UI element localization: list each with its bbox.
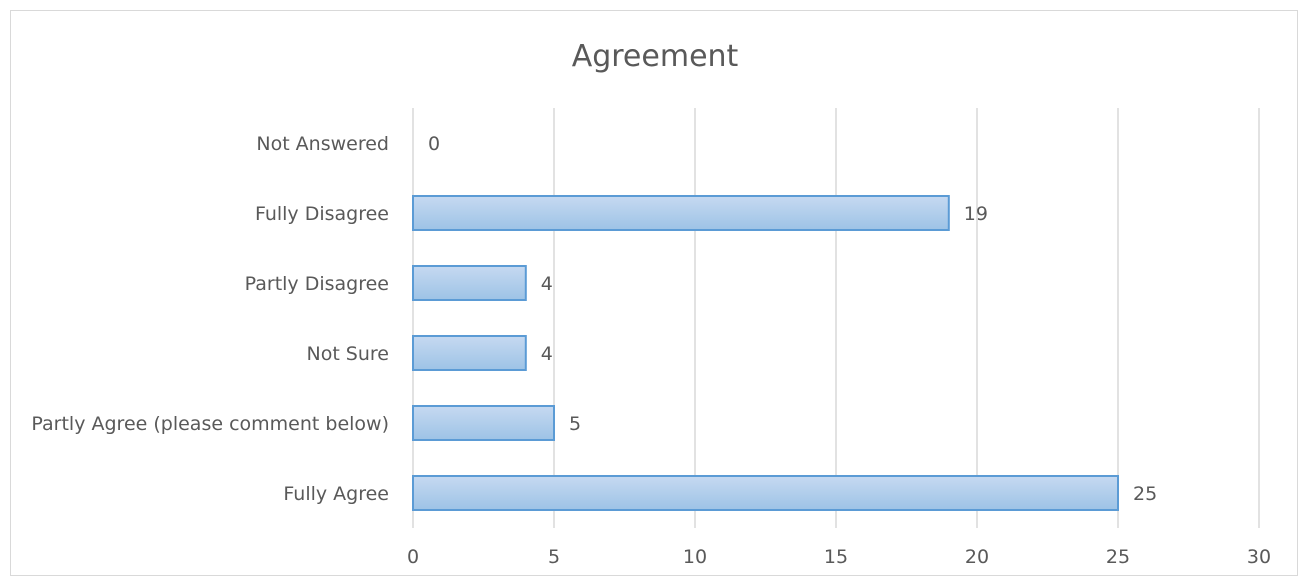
x-tick-label: 20	[965, 546, 989, 568]
x-tick-label: 30	[1247, 546, 1271, 568]
data-label: 19	[964, 203, 988, 225]
category-label: Not Answered	[256, 133, 389, 155]
category-label: Partly Disagree	[245, 273, 389, 295]
data-label: 5	[569, 413, 581, 435]
x-tick-label: 0	[407, 546, 419, 568]
bar	[412, 265, 527, 301]
category-label: Not Sure	[306, 343, 389, 365]
data-label: 0	[428, 133, 440, 155]
bar	[412, 195, 950, 231]
labels: 0 5 10 15 20 25 30 Not Answered 0 Fully Disagree 1…	[31, 133, 1271, 568]
x-tick-label: 5	[548, 546, 560, 568]
data-label: 25	[1133, 483, 1157, 505]
x-tick-label: 25	[1106, 546, 1130, 568]
bar	[412, 335, 527, 371]
data-label: 4	[541, 343, 553, 365]
bars	[412, 195, 1119, 511]
chart-title: Agreement	[572, 39, 739, 74]
bar	[412, 405, 555, 441]
category-label: Partly Agree (please comment below)	[31, 413, 389, 435]
category-label: Fully Agree	[283, 483, 389, 505]
bar	[412, 475, 1119, 511]
gridlines	[412, 108, 1260, 528]
x-tick-label: 15	[824, 546, 848, 568]
x-tick-label: 10	[683, 546, 707, 568]
category-label: Fully Disagree	[255, 203, 389, 225]
data-label: 4	[541, 273, 553, 295]
